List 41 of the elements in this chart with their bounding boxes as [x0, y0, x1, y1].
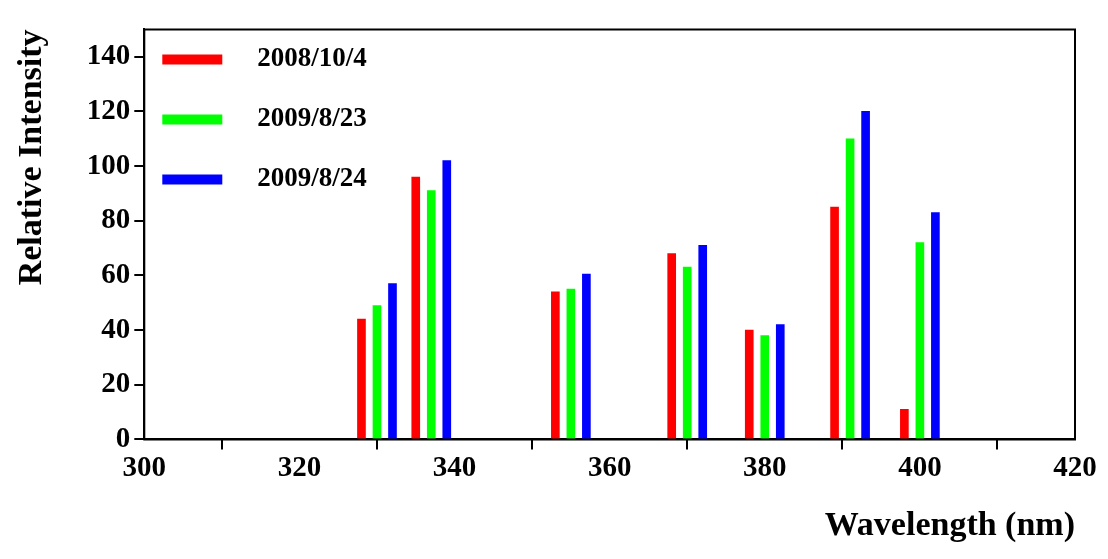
x-tick-label: 320	[277, 450, 322, 483]
y-tick-label: 120	[86, 92, 131, 125]
x-tick-label: 340	[432, 450, 477, 483]
bar	[551, 291, 560, 439]
bar	[698, 245, 708, 439]
bar	[915, 242, 925, 439]
bar	[411, 176, 421, 439]
legend-label: 2009/8/23	[257, 102, 367, 133]
bar	[775, 324, 785, 439]
bar	[845, 138, 855, 439]
y-tick-label: 80	[101, 202, 131, 235]
y-axis-title: Relative Intensity	[11, 29, 49, 286]
x-tick-label: 300	[122, 450, 167, 483]
bar	[442, 160, 452, 439]
bar	[667, 253, 677, 439]
y-tick-label: 140	[86, 38, 131, 71]
bar	[582, 273, 591, 439]
bar	[372, 305, 382, 439]
bar	[357, 318, 366, 439]
y-tick-label: 40	[101, 311, 131, 344]
x-axis-title: Wavelength (nm)	[824, 505, 1075, 544]
bar	[931, 212, 940, 439]
x-tick-label: 400	[898, 450, 942, 483]
bar	[566, 288, 576, 439]
legend-label: 2009/8/24	[257, 162, 367, 193]
bar	[426, 190, 436, 439]
bar	[388, 283, 397, 439]
x-tick-label: 420	[1053, 450, 1097, 483]
y-tick-label: 0	[115, 420, 131, 453]
x-tick-label: 380	[743, 450, 787, 483]
bar	[682, 266, 692, 439]
y-tick-label: 20	[101, 366, 131, 399]
legend-label: 2008/10/4	[257, 42, 367, 73]
bar	[760, 335, 770, 439]
bar	[830, 206, 839, 439]
bar	[900, 409, 909, 439]
y-tick-label: 60	[101, 256, 131, 289]
y-tick-label: 100	[86, 147, 131, 180]
x-tick-label: 360	[587, 450, 632, 483]
bar	[861, 111, 870, 439]
bar	[744, 329, 754, 439]
